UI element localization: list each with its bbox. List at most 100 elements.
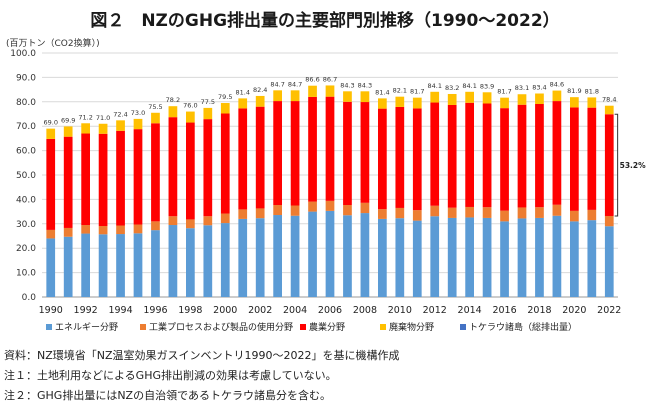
total-labels: 69.0 69.9 71.2 71.0 72.4 73.075.5 78.276.0 77.5… (43, 75, 616, 126)
bar-segment (81, 225, 90, 234)
bar-segment (238, 98, 248, 109)
axes: 0.0 10.0 20.0 30.0 40.0 50.0 60.0 70.0 80.0 90.0 1… (10, 49, 621, 316)
y-tick-label: 0.0 (22, 293, 37, 303)
bar-segment (604, 105, 614, 115)
total-label: 81.8 (585, 87, 599, 95)
total-label: 84.1 (427, 82, 441, 90)
total-label: 84.1 (462, 82, 476, 90)
bar-segment (587, 97, 597, 108)
bar-segment (500, 108, 509, 211)
bracket-line (614, 113, 619, 217)
bar-segment (308, 201, 317, 212)
x-tick-label: 2004 (283, 305, 307, 316)
bar-segment (412, 220, 422, 297)
x-tick-label: 2016 (492, 305, 516, 316)
total-label: 83.2 (445, 84, 459, 92)
bar-segment (447, 104, 457, 208)
bar-segment (570, 107, 579, 211)
y-tick-label: 30.0 (16, 220, 36, 230)
bar-segment (81, 123, 90, 134)
bar-segment (308, 85, 317, 97)
total-label: 83.4 (532, 84, 546, 92)
bar-segment (255, 95, 265, 107)
bar-segment (186, 228, 195, 297)
note-2: 注２：GHG排出量にはNZの自治領であるトケラウ諸島分を含む。 (4, 389, 331, 402)
total-label: 84.3 (358, 81, 372, 89)
bar-segment (273, 205, 282, 216)
bar-segment (535, 217, 544, 297)
y-tick-label: 60.0 (16, 147, 36, 157)
bar-segment (552, 90, 562, 102)
bar-segment (482, 207, 492, 218)
bar-segment (360, 102, 370, 203)
x-tick-label: 2006 (318, 305, 342, 316)
total-label: 84.3 (340, 81, 354, 89)
source-note: 資料：NZ環境省「NZ温室効果ガスインベントリ1990～2022」を基に機構作成 (4, 349, 400, 362)
bar-segment (482, 217, 492, 297)
legend: エネルギー分野 工業プロセスおよび製品の使用分野 農業分野 廃棄物分野 トケラウ諸島（総… (46, 321, 577, 333)
bar-segment (378, 209, 387, 219)
bar-segment (308, 211, 317, 297)
total-label: 86.7 (323, 75, 337, 83)
bar-segment (81, 233, 90, 297)
bar-segment (273, 90, 282, 102)
total-label: 81.4 (375, 88, 389, 96)
bar-segment (46, 238, 56, 297)
bar-segment (46, 229, 56, 239)
legend-label: エネルギー分野 (55, 322, 118, 333)
total-label: 73.0 (131, 109, 145, 117)
total-label: 78.4 (602, 96, 616, 104)
bar-segment (535, 93, 544, 104)
bar-segment (587, 209, 597, 221)
legend-label: 工業プロセスおよび製品の使用分野 (149, 321, 293, 333)
total-label: 82.4 (253, 86, 267, 94)
bar-segment (412, 97, 422, 109)
bar-segment (343, 91, 352, 102)
bar-segment (81, 133, 90, 226)
bars (46, 85, 614, 297)
bar-segment (430, 91, 440, 103)
bar-segment (98, 123, 108, 134)
bar-segment (151, 221, 160, 231)
legend-label: トケラウ諸島（総排出量） (469, 321, 577, 333)
legend-swatch (380, 324, 386, 330)
bar-segment (360, 202, 370, 214)
x-tick-label: 2000 (213, 305, 237, 316)
bar-segment (482, 92, 492, 104)
total-label: 83.9 (480, 82, 494, 90)
x-tick-label: 2018 (527, 305, 551, 316)
bar-segment (500, 221, 509, 297)
footnotes: 資料：NZ環境省「NZ温室効果ガスインベントリ1990～2022」を基に機構作成… (4, 346, 400, 406)
x-tick-label: 1994 (108, 305, 132, 316)
bar-segment (360, 213, 370, 297)
y-tick-label: 40.0 (16, 195, 36, 205)
bar-segment (552, 101, 562, 205)
total-label: 69.9 (61, 116, 75, 124)
bar-segment (570, 210, 579, 222)
bar-segment (186, 122, 195, 220)
legend-swatch (300, 324, 306, 330)
bar-segment (517, 218, 527, 297)
bar-segment (360, 91, 370, 103)
bar-segment (116, 234, 125, 297)
bar-segment (378, 108, 387, 210)
x-tick-label: 1996 (143, 305, 167, 316)
bar-segment (430, 102, 440, 206)
bar-segment (63, 136, 73, 228)
y-tick-label: 10.0 (16, 269, 36, 279)
x-tick-label: 1990 (39, 305, 63, 316)
bar-segment (343, 215, 352, 297)
total-label: 76.0 (183, 102, 197, 110)
bar-segment (465, 91, 474, 103)
agriculture-share-label: 53.2% (620, 161, 647, 170)
bar-segment (290, 215, 300, 297)
total-label: 79.5 (218, 93, 232, 101)
y-tick-label: 100.0 (10, 49, 36, 59)
x-tick-label: 2010 (388, 305, 412, 316)
bar-segment (46, 138, 56, 230)
bar-segment (63, 236, 73, 297)
bar-segment (133, 129, 143, 225)
total-label: 69.0 (43, 119, 57, 127)
bar-segment (308, 96, 317, 202)
total-label: 81.9 (567, 87, 581, 95)
